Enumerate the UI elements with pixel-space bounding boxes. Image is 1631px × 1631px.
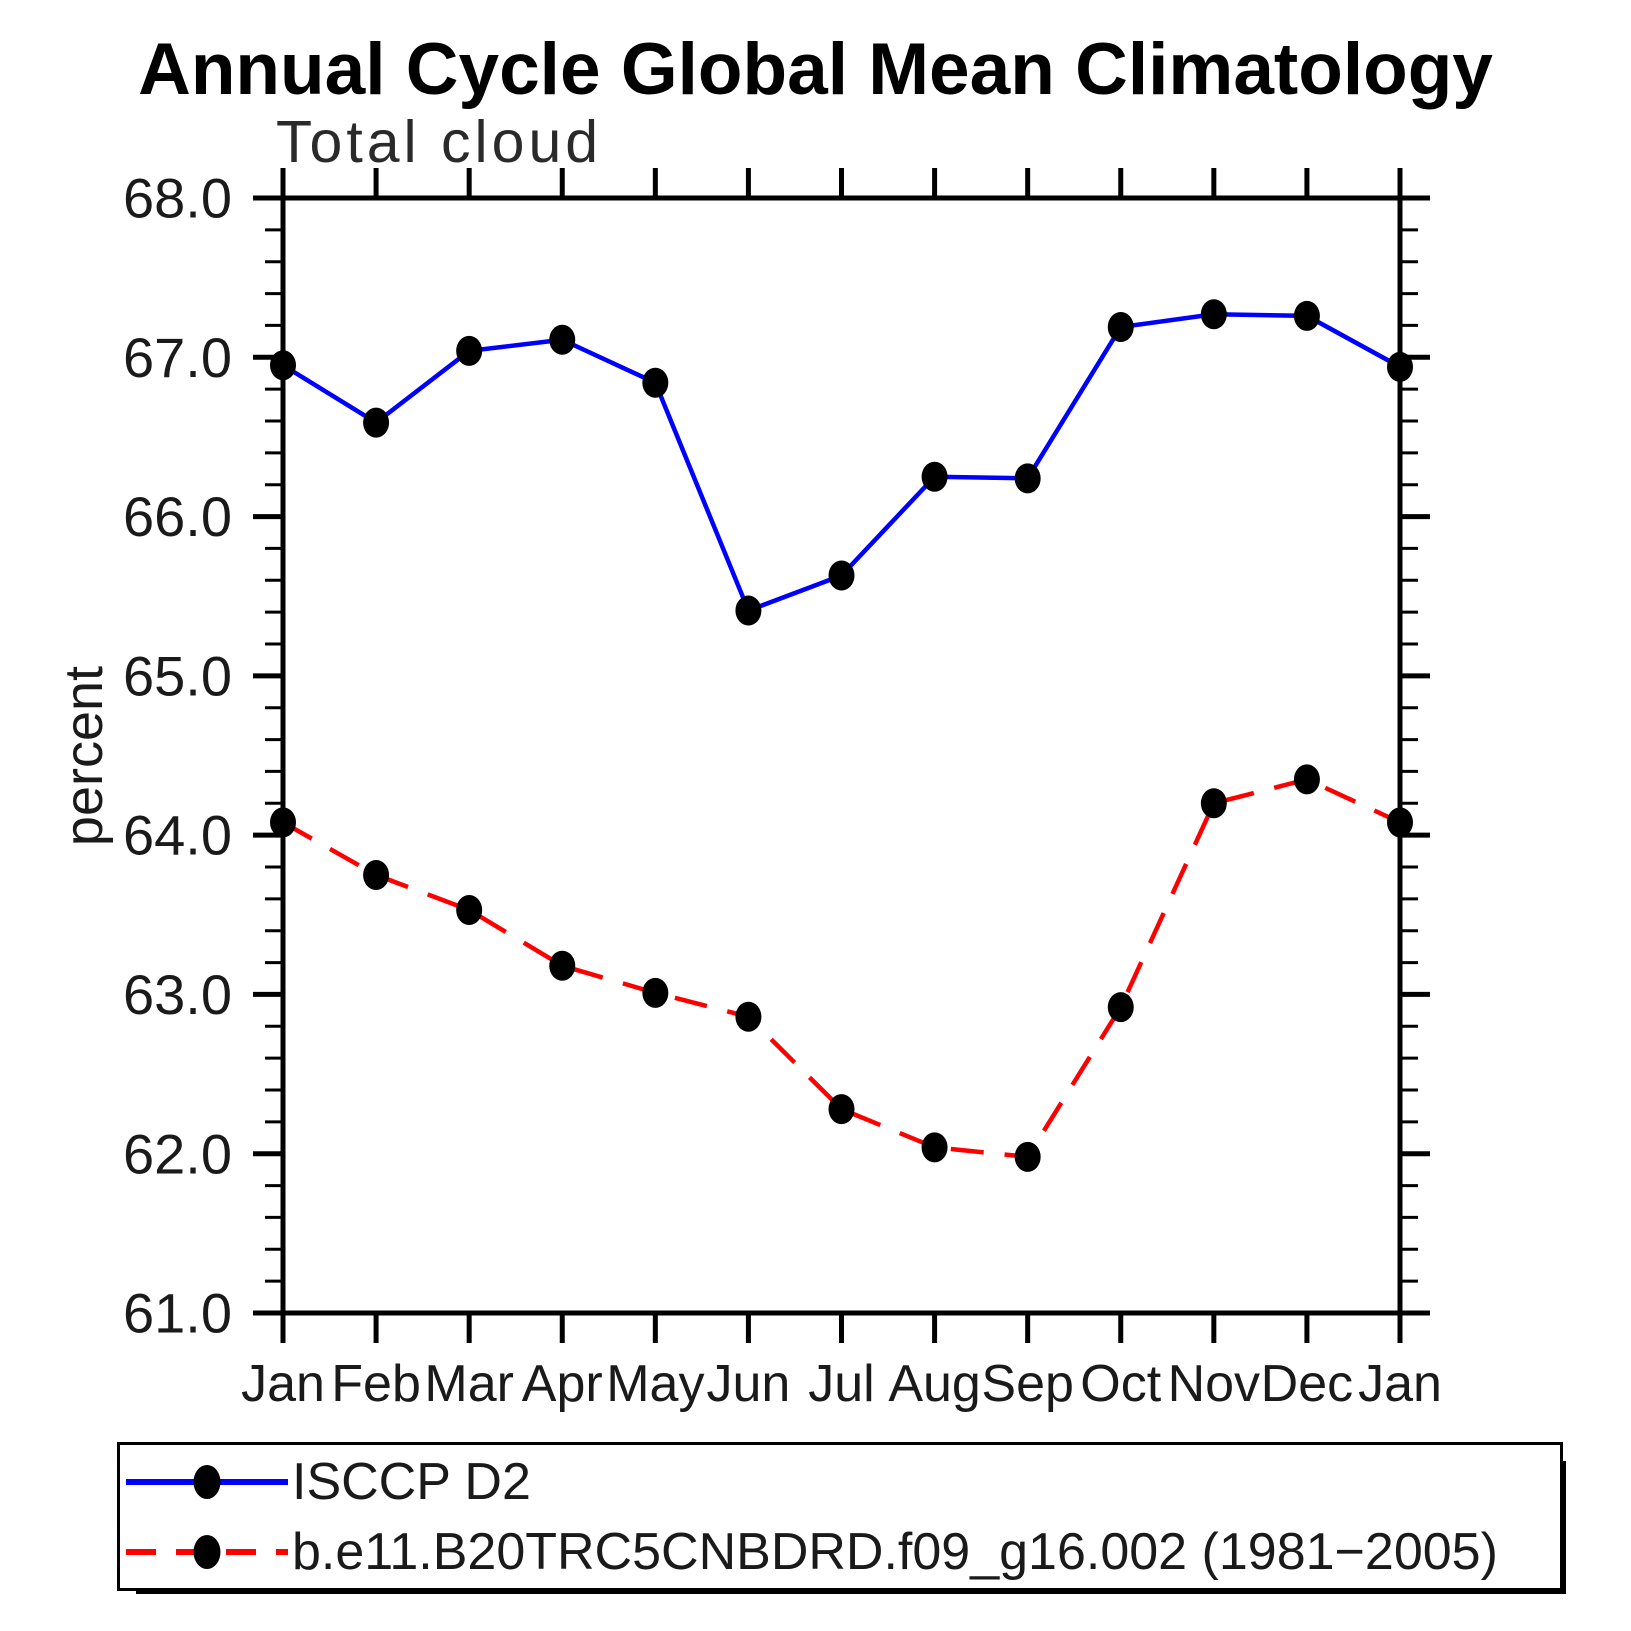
data-point: [1387, 351, 1413, 382]
x-tick-label: Nov: [1168, 1355, 1260, 1413]
legend-marker-icon: [193, 1534, 221, 1569]
legend-line-solid-sample: [126, 1464, 288, 1500]
data-point: [549, 950, 576, 981]
data-point: [1107, 312, 1134, 343]
x-tick-label: Jul: [808, 1355, 874, 1413]
data-point: [1014, 1141, 1041, 1172]
x-tick-label: Oct: [1080, 1355, 1161, 1413]
y-tick-label: 63.0: [123, 963, 232, 1026]
data-point: [456, 895, 483, 926]
legend-label: b.e11.B20TRC5CNBDRD.f09_g16.002 (1981−20…: [292, 1522, 1498, 1581]
data-point: [735, 1001, 762, 1032]
x-tick-label: Jun: [706, 1355, 790, 1413]
x-tick-label: Apr: [522, 1355, 603, 1413]
data-point: [549, 324, 576, 355]
data-point: [642, 977, 669, 1008]
x-tick-label: Jan: [1358, 1355, 1442, 1413]
y-tick-label: 65.0: [123, 644, 232, 707]
legend-item: b.e11.B20TRC5CNBDRD.f09_g16.002 (1981−20…: [126, 1521, 1560, 1583]
x-tick-label: Feb: [331, 1355, 421, 1413]
legend-line-dashed-sample: [126, 1534, 288, 1570]
x-tick-label: Aug: [888, 1355, 981, 1413]
data-point: [1107, 992, 1134, 1023]
y-tick-label: 64.0: [123, 804, 232, 867]
legend-item: ISCCP D2: [126, 1451, 1560, 1513]
x-tick-label: Jan: [241, 1355, 325, 1413]
legend-label: ISCCP D2: [292, 1452, 531, 1511]
data-point: [828, 560, 855, 591]
data-point: [1293, 764, 1320, 795]
data-point: [1014, 463, 1041, 494]
data-point: [1387, 807, 1413, 838]
chart-subtitle: Total cloud: [276, 109, 603, 175]
y-tick-label: 68.0: [123, 167, 232, 230]
chart-title: Annual Cycle Global Mean Climatology: [138, 29, 1493, 110]
data-point: [735, 595, 762, 626]
data-point: [1200, 788, 1227, 819]
data-point: [363, 407, 390, 438]
legend-marker-icon: [193, 1464, 221, 1499]
y-tick-label: 62.0: [123, 1122, 232, 1185]
data-point: [270, 807, 296, 838]
data-point: [1200, 299, 1227, 330]
data-point: [921, 461, 948, 492]
data-point: [642, 367, 669, 398]
x-tick-label: Dec: [1261, 1355, 1353, 1413]
y-tick-label: 61.0: [123, 1282, 232, 1345]
data-point: [270, 350, 296, 381]
x-tick-label: Sep: [981, 1355, 1074, 1413]
x-tick-label: May: [606, 1355, 704, 1413]
y-tick-label: 67.0: [123, 326, 232, 389]
data-point: [363, 859, 390, 890]
y-axis-title: percent: [54, 666, 114, 846]
y-tick-label: 66.0: [123, 485, 232, 548]
data-point: [1293, 300, 1320, 331]
data-point: [921, 1132, 948, 1163]
legend-box: ISCCP D2 b.e11.B20TRC5CNBDRD.f09_g16.002…: [117, 1442, 1563, 1591]
x-tick-label: Mar: [424, 1355, 514, 1413]
data-point: [828, 1094, 855, 1125]
data-point: [456, 335, 483, 366]
